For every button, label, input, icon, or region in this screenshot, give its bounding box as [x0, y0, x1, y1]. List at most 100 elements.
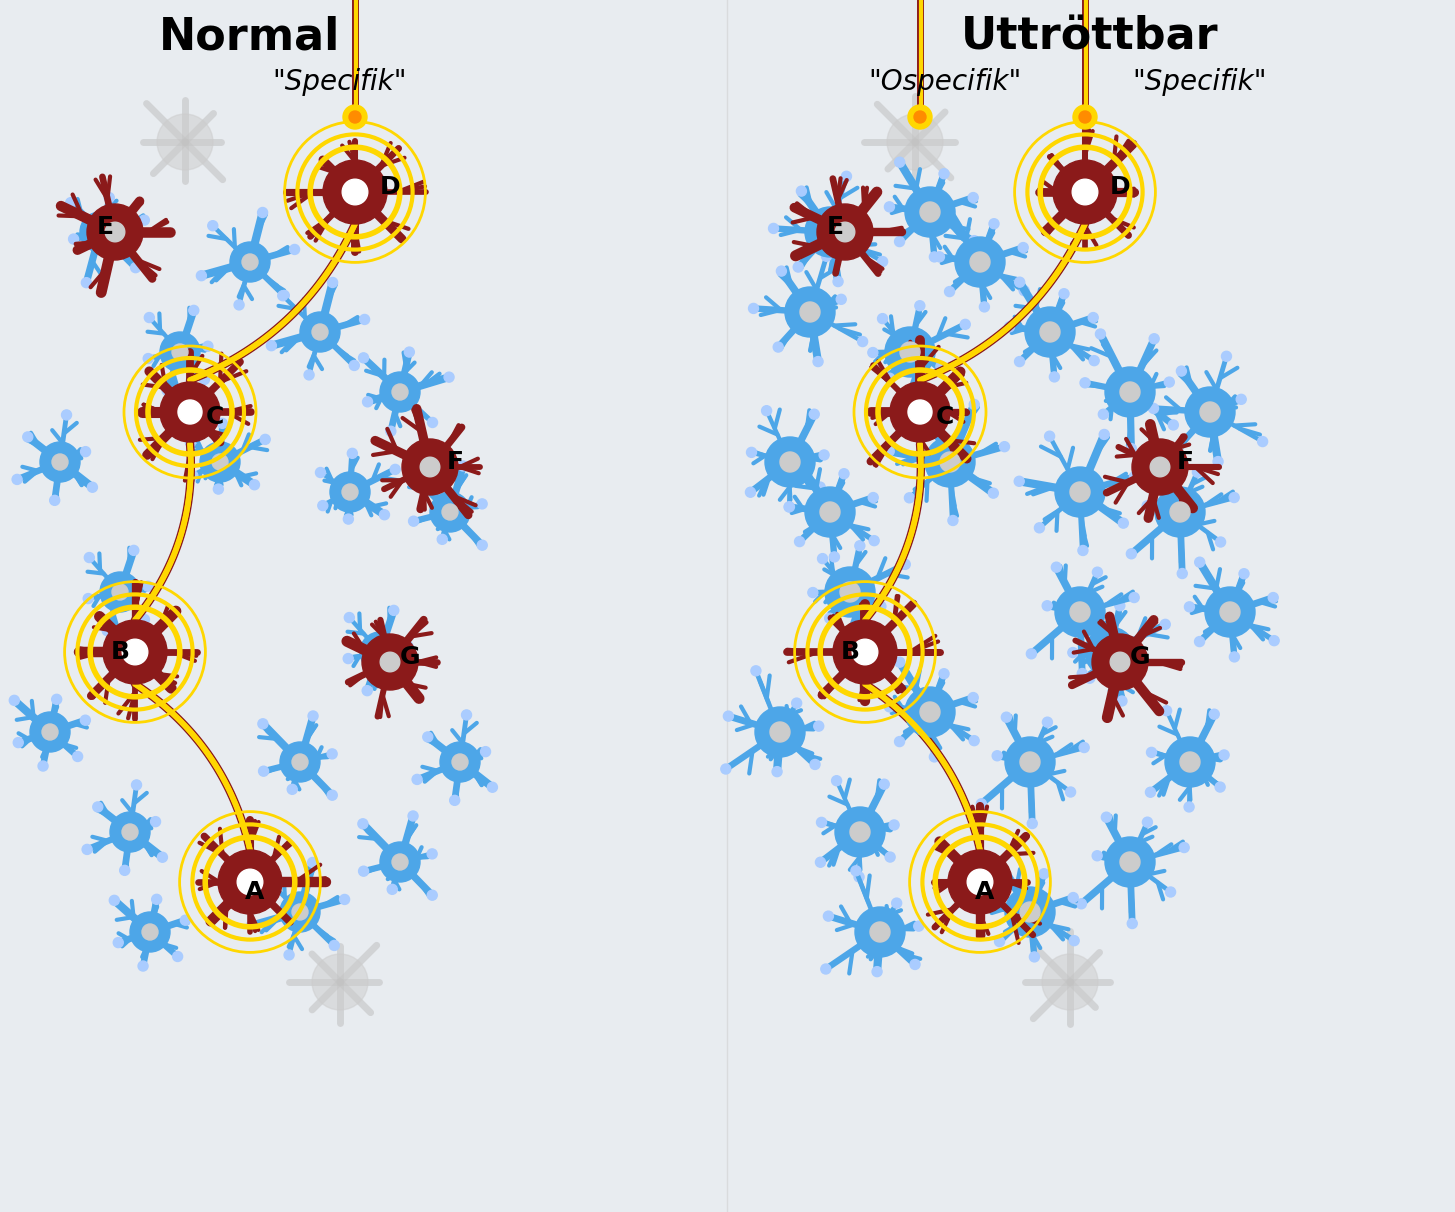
Circle shape [835, 807, 885, 857]
Circle shape [173, 951, 183, 961]
Circle shape [1126, 549, 1136, 559]
Circle shape [1055, 467, 1104, 518]
Circle shape [1164, 377, 1174, 387]
Circle shape [901, 342, 920, 362]
Circle shape [230, 242, 271, 282]
Circle shape [131, 263, 141, 273]
Circle shape [330, 471, 370, 511]
Circle shape [172, 344, 188, 360]
Circle shape [856, 907, 905, 957]
Circle shape [914, 112, 925, 122]
Circle shape [1120, 852, 1141, 871]
Circle shape [905, 687, 954, 737]
Circle shape [327, 790, 338, 800]
Circle shape [825, 613, 835, 623]
Circle shape [13, 738, 23, 748]
Circle shape [1042, 954, 1099, 1010]
Circle shape [1149, 333, 1160, 344]
Circle shape [387, 885, 397, 894]
Circle shape [292, 754, 308, 770]
Circle shape [968, 869, 992, 894]
Circle shape [109, 896, 119, 905]
Circle shape [358, 819, 368, 829]
Circle shape [808, 588, 818, 598]
Text: G: G [1129, 645, 1151, 669]
Circle shape [770, 722, 790, 742]
Circle shape [202, 342, 212, 351]
Circle shape [1215, 782, 1225, 793]
Circle shape [1059, 288, 1069, 298]
Circle shape [751, 665, 761, 676]
Circle shape [908, 105, 933, 128]
Circle shape [1085, 627, 1135, 678]
Circle shape [786, 287, 835, 337]
Circle shape [380, 372, 420, 412]
Circle shape [1093, 634, 1148, 690]
Circle shape [1104, 367, 1155, 417]
Circle shape [380, 652, 400, 671]
Text: E: E [826, 215, 844, 239]
Circle shape [131, 779, 141, 790]
Circle shape [1020, 902, 1040, 922]
Circle shape [342, 179, 368, 205]
Text: A: A [246, 880, 265, 904]
Circle shape [304, 370, 314, 379]
Circle shape [308, 711, 319, 721]
Circle shape [1219, 750, 1229, 760]
Circle shape [969, 235, 979, 246]
Circle shape [976, 799, 986, 808]
Circle shape [938, 168, 949, 178]
Circle shape [796, 187, 806, 196]
Circle shape [1180, 751, 1200, 772]
Circle shape [9, 696, 19, 705]
Circle shape [359, 631, 400, 671]
Circle shape [143, 582, 153, 591]
Circle shape [815, 857, 825, 868]
Circle shape [837, 295, 847, 304]
Circle shape [841, 171, 851, 182]
Circle shape [157, 114, 212, 170]
Circle shape [1065, 787, 1075, 797]
Circle shape [218, 850, 282, 914]
Circle shape [870, 922, 890, 942]
Circle shape [311, 324, 327, 341]
Circle shape [856, 215, 866, 224]
Circle shape [909, 960, 920, 970]
Circle shape [877, 257, 888, 267]
Circle shape [1184, 387, 1235, 438]
Circle shape [84, 553, 95, 562]
Circle shape [307, 858, 317, 868]
Circle shape [954, 238, 1005, 287]
Circle shape [458, 461, 469, 471]
Circle shape [431, 492, 470, 532]
Circle shape [390, 464, 400, 474]
Circle shape [885, 202, 895, 212]
Circle shape [969, 736, 979, 745]
Circle shape [372, 644, 388, 661]
Circle shape [829, 551, 840, 562]
Circle shape [428, 890, 438, 901]
Circle shape [895, 158, 905, 167]
Circle shape [100, 572, 140, 612]
Circle shape [258, 719, 268, 728]
Circle shape [290, 245, 300, 255]
Circle shape [420, 457, 439, 476]
Circle shape [835, 222, 854, 242]
Circle shape [1088, 313, 1099, 322]
Circle shape [1068, 647, 1078, 658]
Circle shape [1269, 635, 1279, 646]
Circle shape [851, 865, 861, 876]
Circle shape [1027, 818, 1037, 829]
Circle shape [129, 911, 170, 951]
Circle shape [349, 360, 359, 371]
Circle shape [403, 641, 413, 651]
Circle shape [1110, 652, 1129, 671]
Circle shape [1142, 817, 1152, 827]
Circle shape [1040, 322, 1061, 342]
Circle shape [765, 438, 815, 487]
Text: A: A [975, 880, 995, 904]
Circle shape [217, 418, 227, 428]
Circle shape [150, 817, 160, 827]
Text: Normal: Normal [159, 16, 340, 58]
Circle shape [856, 541, 864, 550]
